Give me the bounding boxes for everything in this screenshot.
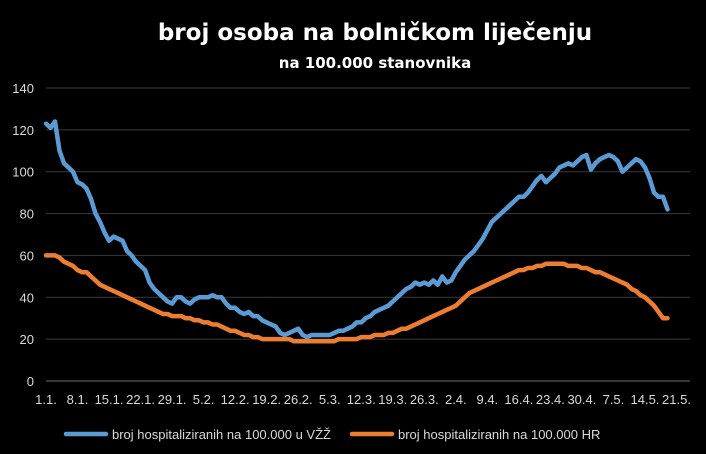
y-tick-label: 80: [20, 207, 34, 222]
y-tick-label: 140: [12, 81, 34, 96]
legend-label-1: broj hospitaliziranih na 100.000 u VŽŽ: [112, 427, 331, 442]
x-tick-label: 5.3.: [319, 392, 341, 407]
x-tick-label: 19.2.: [252, 392, 281, 407]
x-axis-ticks: 1.1. 8.1. 15.1. 22.1. 29.1. 5.2. 12.2. 19.2. 26.…: [35, 392, 691, 407]
x-tick-label: 26.2.: [284, 392, 313, 407]
x-tick-label: 19.3.: [378, 392, 407, 407]
x-tick-label: 1.1.: [35, 392, 57, 407]
x-tick-label: 12.2.: [221, 392, 250, 407]
x-tick-label: 14.5.: [631, 392, 660, 407]
x-tick-label: 16.4.: [504, 392, 533, 407]
x-tick-label: 29.1.: [158, 392, 187, 407]
y-tick-label: 120: [12, 123, 34, 138]
y-tick-label: 0: [27, 374, 34, 389]
series-lines: [43, 119, 670, 344]
y-tick-label: 20: [20, 332, 34, 347]
chart-subtitle: na 100.000 stanovnika: [279, 54, 471, 72]
x-tick-label: 23.4.: [536, 392, 565, 407]
x-tick-label: 5.2.: [193, 392, 215, 407]
x-tick-label: 22.1.: [126, 392, 155, 407]
series-line-1: [43, 119, 670, 340]
x-tick-label: 7.5.: [603, 392, 625, 407]
x-tick-label: 12.3.: [347, 392, 376, 407]
series-line-2: [43, 253, 670, 344]
gridlines: [46, 87, 690, 382]
y-tick-label: 40: [20, 290, 34, 305]
chart-title: broj osoba na bolničkom liječenju: [158, 20, 592, 46]
x-tick-label: 8.1.: [67, 392, 89, 407]
x-tick-label: 26.3.: [410, 392, 439, 407]
y-tick-label: 60: [20, 248, 34, 263]
x-tick-label: 30.4.: [567, 392, 596, 407]
y-axis-ticks: 0 20 40 60 80 100 120 140: [12, 81, 34, 389]
x-tick-label: 21.5.: [662, 392, 691, 407]
x-tick-label: 9.4.: [476, 392, 498, 407]
x-tick-label: 2.4.: [445, 392, 467, 407]
y-tick-label: 100: [12, 165, 34, 180]
legend: broj hospitaliziranih na 100.000 u VŽŽ br…: [63, 427, 600, 442]
legend-label-2: broj hospitaliziranih na 100.000 HR: [398, 427, 600, 442]
x-tick-label: 15.1.: [95, 392, 124, 407]
